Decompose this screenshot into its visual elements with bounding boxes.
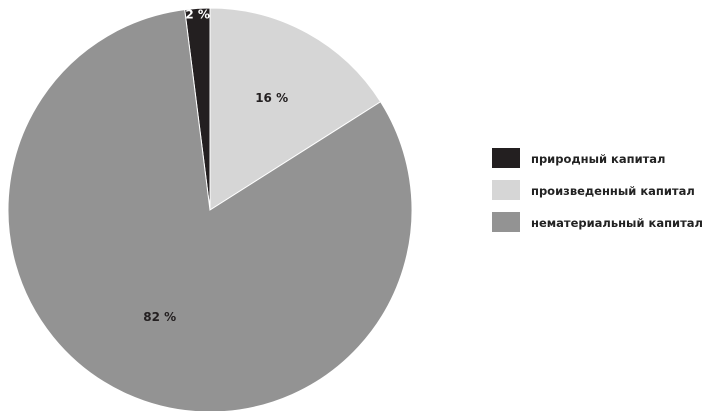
legend-item-2: произведенный капитал bbox=[492, 180, 695, 200]
legend-item-3: нематериальный капитал bbox=[492, 212, 703, 232]
slice-labels: 2 % 16 % 82 % bbox=[143, 7, 288, 323]
slice-label-3: 82 % bbox=[143, 310, 176, 324]
pie-slices bbox=[7, 7, 413, 411]
legend-label-3: нематериальный капитал bbox=[531, 216, 703, 230]
slice-label-2: 16 % bbox=[255, 91, 288, 105]
slice-label-1: 2 % bbox=[185, 7, 210, 21]
legend-label-1: природный капитал bbox=[531, 152, 665, 166]
legend-swatch-3 bbox=[492, 212, 520, 232]
legend-item-1: природный капитал bbox=[492, 148, 665, 168]
legend-swatch-1 bbox=[492, 148, 520, 168]
legend-swatch-2 bbox=[492, 180, 520, 200]
pie-slice-3 bbox=[7, 9, 413, 411]
legend-label-2: произведенный капитал bbox=[531, 184, 695, 198]
pie-slice-2 bbox=[209, 7, 382, 211]
legend: природный капитал произведенный капитал не… bbox=[492, 148, 703, 232]
